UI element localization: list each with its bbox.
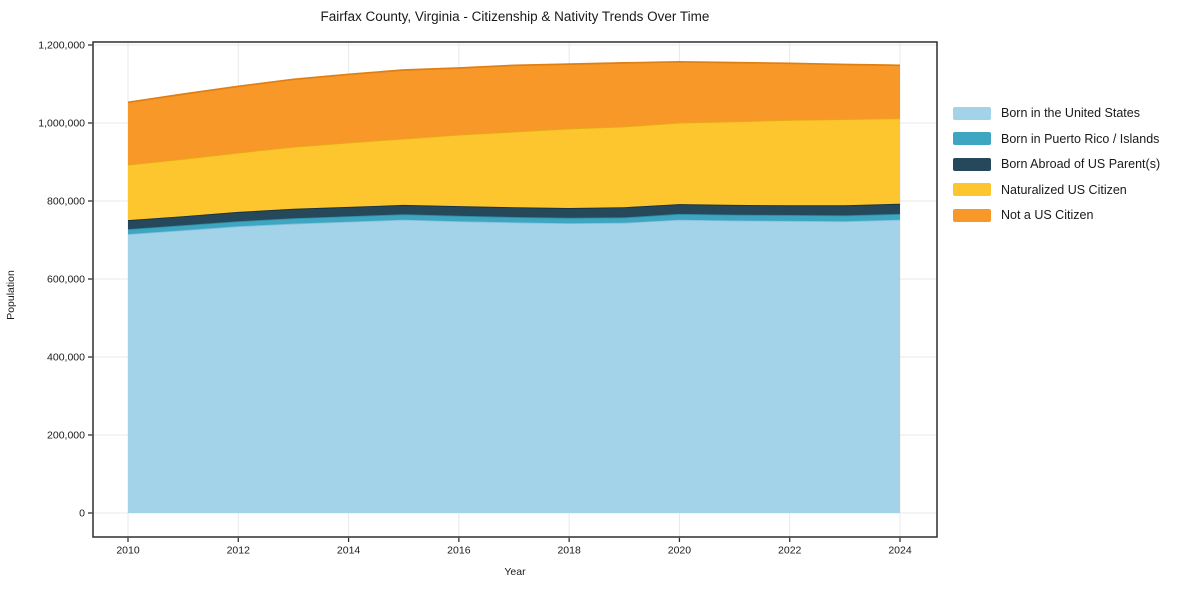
x-tick-label: 2014 [337,545,361,557]
x-tick-label: 2012 [227,545,251,557]
x-tick-label: 2016 [447,545,471,557]
y-tick-label: 0 [79,508,85,520]
x-tick-label: 2010 [116,545,140,557]
area-naturalized-us-citizen [128,118,900,221]
area-born-in-the-united-states [128,219,900,513]
y-tick-label: 200,000 [47,430,85,442]
area-born-in-puerto-rico-islands [128,213,900,235]
legend-item-born-in-the-united-states: Born in the United States [953,106,1160,120]
x-tick-label: 2022 [778,545,802,557]
legend-label: Born Abroad of US Parent(s) [1001,157,1161,171]
x-tick-label: 2024 [888,545,912,557]
x-tick-label: 2018 [557,545,581,557]
legend-swatch-naturalized-us-citizen [953,183,991,196]
legend-item-naturalized-us-citizen: Naturalized US Citizen [953,183,1160,197]
legend-label: Born in Puerto Rico / Islands [1001,131,1160,146]
y-tick-label: 600,000 [47,274,85,286]
area-born-abroad-of-us-parent-s [128,203,900,230]
legend-label: Naturalized US Citizen [1001,182,1127,197]
y-tick-label: 400,000 [47,352,85,364]
legend-item-not-a-us-citizen: Not a US Citizen [953,208,1160,222]
y-tick-label: 1,000,000 [38,118,85,130]
x-axis-label: Year [504,566,526,578]
y-tick-label: 800,000 [47,196,85,208]
y-tick-label: 1,200,000 [38,40,85,52]
legend-item-born-in-puerto-rico-islands: Born in Puerto Rico / Islands [953,132,1160,146]
legend-swatch-born-in-puerto-rico-islands [953,132,991,145]
plot-frame [92,41,938,538]
legend-swatch-not-a-us-citizen [953,208,991,222]
legend-item-born-abroad-of-us-parent-s: Born Abroad of US Parent(s) [953,157,1160,171]
legend-label: Born in the United States [1001,106,1140,120]
legend-label: Not a US Citizen [1001,208,1094,222]
legend: Born in the United States Born in Puerto … [953,106,1160,222]
chart-title: Fairfax County, Virginia - Citizenship &… [320,9,710,24]
legend-swatch-born-in-the-united-states [953,106,991,120]
legend-swatch-born-abroad-of-us-parent-s [953,157,991,171]
x-tick-label: 2020 [668,545,692,557]
area-not-a-us-citizen [128,61,900,165]
area-edge-not-a-us-citizen [127,60,901,104]
